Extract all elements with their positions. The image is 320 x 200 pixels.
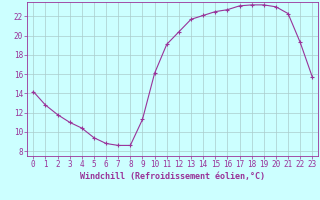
X-axis label: Windchill (Refroidissement éolien,°C): Windchill (Refroidissement éolien,°C) xyxy=(80,172,265,181)
